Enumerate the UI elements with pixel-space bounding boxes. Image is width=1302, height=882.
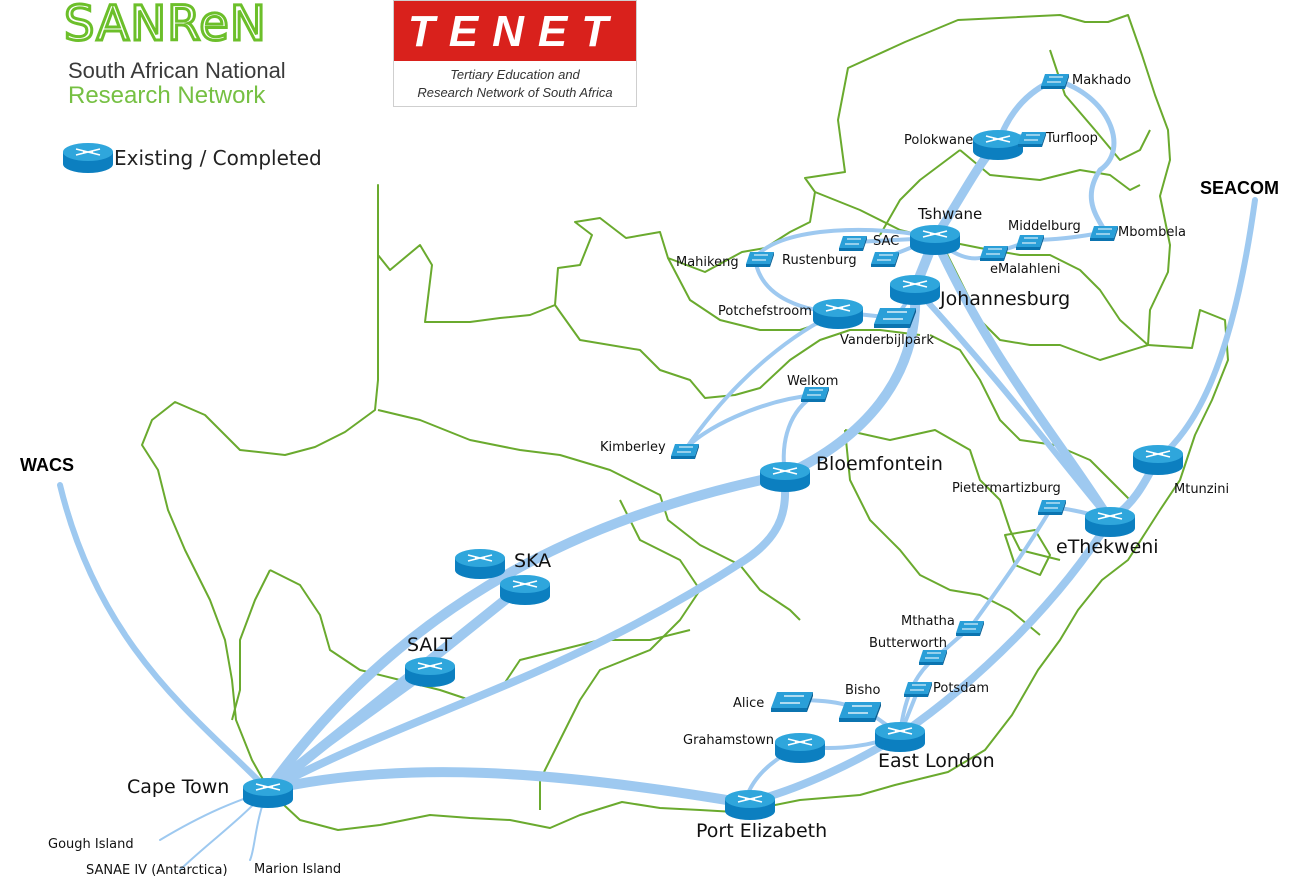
label-mahikeng: Mahikeng xyxy=(676,255,739,270)
label-port-elizabeth: Port Elizabeth xyxy=(696,820,828,842)
switch-mbombela xyxy=(1089,225,1119,242)
sanren-logo: SANReN South African National Research N… xyxy=(63,0,364,109)
label-pietermaritzburg: Pietermartizburg xyxy=(952,481,1061,496)
sanren-tagline-1: South African National xyxy=(68,58,286,83)
tenet-tagline-2: Research Network of South Africa xyxy=(417,85,613,100)
legend: Existing / Completed xyxy=(62,140,362,176)
label-turfloop: Turfloop xyxy=(1046,131,1098,146)
switch-butterworth xyxy=(918,649,948,666)
tenet-wordmark: TENET xyxy=(407,7,623,56)
legend-label: Existing / Completed xyxy=(114,146,322,170)
label-butterworth: Butterworth xyxy=(869,636,947,651)
router-icon xyxy=(62,142,114,174)
router-cape-town xyxy=(242,777,294,809)
label-vanderbijlpark: Vanderbijlpark xyxy=(840,333,934,348)
router-ethekweni xyxy=(1084,506,1136,538)
label-tshwane: Tshwane xyxy=(918,205,983,223)
label-bloemfontein: Bloemfontein xyxy=(816,453,943,475)
label-makhado: Makhado xyxy=(1072,73,1132,88)
router-mtunzini xyxy=(1132,444,1184,476)
switch-rustenburg xyxy=(838,235,868,252)
switch-sac xyxy=(870,251,900,268)
tenet-red-bar xyxy=(394,1,636,61)
switch-alice xyxy=(770,691,814,713)
router-tshwane xyxy=(909,224,961,256)
router-bloemfontein xyxy=(759,461,811,493)
router-johannesburg xyxy=(889,274,941,306)
network-links xyxy=(57,77,1258,871)
label-sanae: SANAE IV (Antarctica) xyxy=(86,863,228,878)
router-polokwane xyxy=(972,129,1024,161)
switch-mahikeng xyxy=(745,251,775,268)
wacs-label: WACS xyxy=(20,455,74,475)
switch-middelburg xyxy=(1015,234,1045,251)
router-grahamstown xyxy=(774,732,826,764)
switch-welkom xyxy=(800,386,830,403)
router-ska-2 xyxy=(499,574,551,606)
label-grahamstown: Grahamstown xyxy=(683,733,774,748)
label-mbombela: Mbombela xyxy=(1118,225,1186,240)
sanren-tagline-2: Research Network xyxy=(68,82,266,109)
label-kimberley: Kimberley xyxy=(600,440,666,455)
switch-mthatha xyxy=(955,620,985,637)
router-ska-1 xyxy=(454,548,506,580)
switch-pietermaritzburg xyxy=(1037,499,1067,516)
router-port-elizabeth xyxy=(724,789,776,821)
label-mthatha: Mthatha xyxy=(901,614,955,629)
router-east-london xyxy=(874,721,926,753)
label-mtunzini: Mtunzini xyxy=(1174,482,1230,497)
switch-bisho xyxy=(838,701,882,723)
switch-turfloop xyxy=(1017,131,1047,148)
seacom-label: SEACOM xyxy=(1200,178,1280,198)
switch-vanderbijlpark xyxy=(873,307,917,329)
switch-kimberley xyxy=(670,443,700,460)
label-east-london: East London xyxy=(878,750,995,772)
tenet-tagline-1: Tertiary Education and xyxy=(450,67,580,82)
label-potsdam: Potsdam xyxy=(933,681,990,696)
label-ethekweni: eThekweni xyxy=(1056,536,1159,558)
tenet-logo: TENET Tertiary Education and Research Ne… xyxy=(393,0,637,107)
label-gough-island: Gough Island xyxy=(48,837,134,852)
switch-potsdam xyxy=(903,681,933,698)
label-rustenburg: Rustenburg xyxy=(782,253,857,268)
label-polokwane: Polokwane xyxy=(904,133,974,148)
label-welkom: Welkom xyxy=(787,374,839,389)
label-cape-town: Cape Town xyxy=(127,776,230,798)
label-alice: Alice xyxy=(733,696,765,711)
switch-makhado xyxy=(1040,73,1070,90)
label-sac: SAC xyxy=(873,234,900,249)
label-marion-island: Marion Island xyxy=(254,862,342,877)
router-potchefstroom xyxy=(812,298,864,330)
label-middelburg: Middelburg xyxy=(1008,219,1081,234)
label-johannesburg: Johannesburg xyxy=(940,288,1071,310)
label-ska: SKA xyxy=(514,550,552,572)
switch-emalahleni xyxy=(979,245,1009,262)
label-salt: SALT xyxy=(407,634,452,656)
label-bisho: Bisho xyxy=(845,683,881,698)
label-potchefstroom: Potchefstroom xyxy=(718,304,812,319)
sanren-wordmark: SANReN xyxy=(63,0,268,54)
label-emalahleni: eMalahleni xyxy=(990,262,1061,277)
router-salt xyxy=(404,656,456,688)
